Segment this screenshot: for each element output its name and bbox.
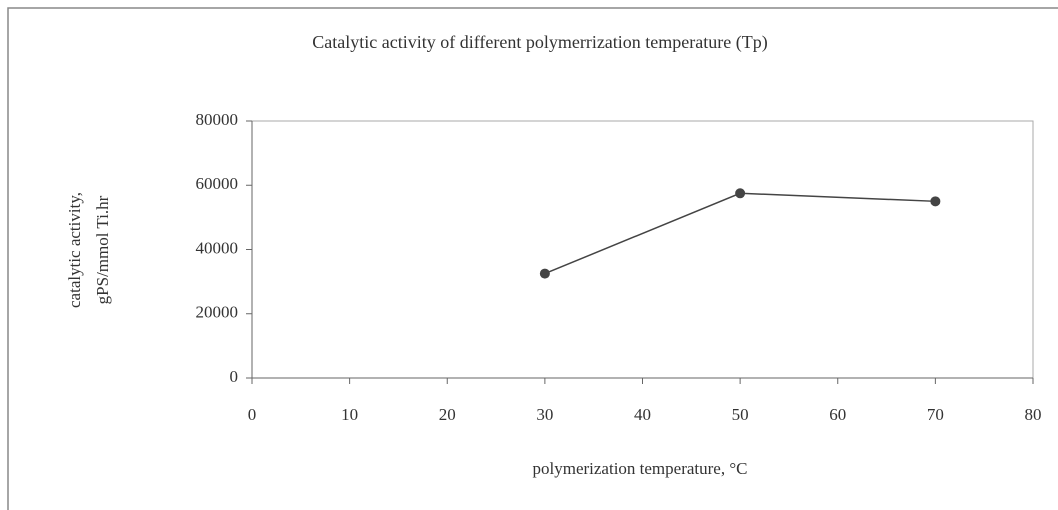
y-tick-label: 40000 [196, 238, 239, 257]
y-tick-label: 80000 [196, 110, 239, 129]
y-tick-label: 20000 [196, 303, 239, 322]
y-tick-label: 60000 [196, 174, 239, 193]
data-point [735, 188, 746, 199]
x-tick-label: 50 [732, 405, 749, 424]
data-point [930, 196, 941, 207]
y-axis-label-line: gPS/mmol Ti.hr [93, 195, 112, 304]
chart-title: Catalytic activity of different polymerr… [312, 32, 767, 53]
x-axis-label: polymerization temperature, °C [533, 459, 748, 478]
x-tick-label: 80 [1025, 405, 1042, 424]
data-point [539, 268, 550, 279]
x-tick-label: 70 [927, 405, 944, 424]
x-tick-label: 30 [536, 405, 553, 424]
plot-area [251, 120, 1034, 379]
y-axis-label-line: catalytic activity, [65, 192, 84, 308]
x-tick-label: 10 [341, 405, 358, 424]
x-tick-label: 40 [634, 405, 651, 424]
x-tick-label: 0 [248, 405, 257, 424]
x-tick-label: 20 [439, 405, 456, 424]
data-line [544, 192, 936, 275]
x-tick-label: 60 [829, 405, 846, 424]
y-axis-label: catalytic activity, gPS/mmol Ti.hr [65, 192, 112, 308]
frame [7, 7, 1058, 510]
y-tick-label: 0 [230, 367, 239, 386]
